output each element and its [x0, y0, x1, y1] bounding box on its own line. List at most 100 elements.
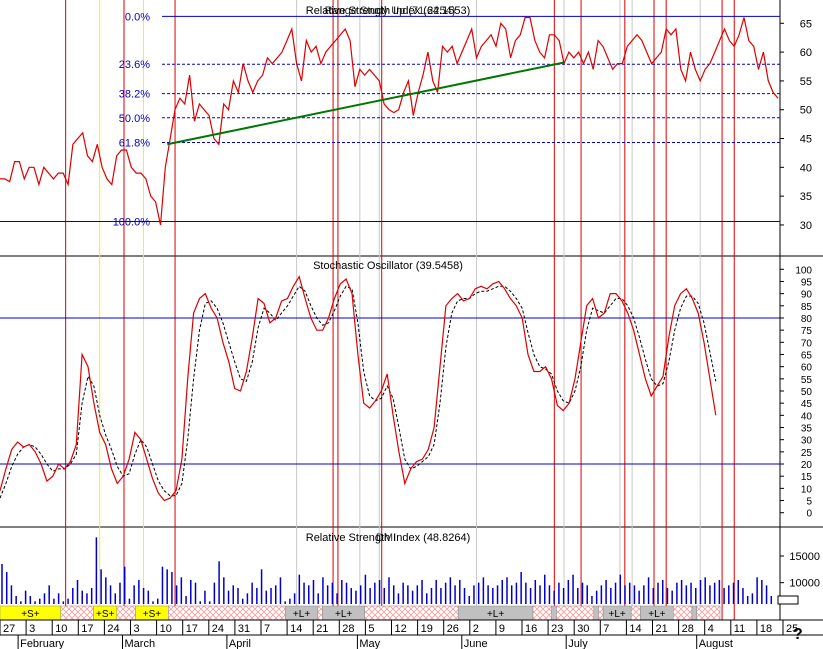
- signal-band-label: +L+: [487, 609, 504, 620]
- signal-band-hatch: [532, 605, 552, 621]
- y-tick-label: 60: [801, 363, 813, 374]
- y-tick-label: 80: [801, 314, 813, 325]
- signal-band-label: +L+: [335, 609, 352, 620]
- y-tick-label: 100: [795, 265, 812, 276]
- y-tick-label: 55: [800, 76, 812, 88]
- y-tick-label: 0: [806, 509, 812, 520]
- y-tick-label: 15: [801, 472, 813, 483]
- y-tick-label: 15000: [789, 551, 820, 563]
- x-tick-label: 24: [107, 623, 119, 635]
- fib-label: 61.8%: [119, 138, 150, 150]
- x-tick-label: 14: [629, 623, 641, 635]
- y-tick-label: 30: [800, 220, 812, 232]
- y-tick-label: 25: [801, 448, 813, 459]
- volume-panel-title: Relative Strength Index (48.8264): [306, 532, 471, 544]
- fib-label: 100.0%: [113, 216, 151, 228]
- x-tick-label: 2: [473, 623, 479, 635]
- volume-panel: 10000 15000 Relative Strength Index (48.82…: [1, 532, 820, 605]
- x-tick-label: 9: [499, 623, 505, 635]
- y-tick-label: 50: [801, 387, 813, 398]
- x-tick-label: 23: [551, 623, 563, 635]
- signal-band-hatch: [598, 605, 604, 621]
- month-label: March: [125, 638, 156, 649]
- month-label: April: [229, 638, 251, 649]
- scale-box: [777, 595, 799, 605]
- y-tick-label: 45: [801, 399, 813, 410]
- signal-band-hatch: [696, 605, 721, 621]
- x-tick-label: 7: [264, 623, 270, 635]
- y-tick-label: 90: [801, 290, 813, 301]
- signal-band-hatch: [116, 605, 136, 621]
- month-label: July: [568, 638, 588, 649]
- month-label: February: [20, 638, 65, 649]
- y-tick-label: 35: [800, 191, 812, 203]
- x-tick-label: 14: [290, 623, 302, 635]
- rsi-series-line: [0, 16, 779, 226]
- fib-label: 50.0%: [119, 113, 150, 125]
- signal-strip: +S+ +S+ +S+ +L+ +L+ +L+ +L+ +L+: [0, 605, 721, 621]
- signal-band-label: +L+: [648, 609, 665, 620]
- x-tick-label: 3: [134, 623, 140, 635]
- x-tick-label: 28: [342, 623, 354, 635]
- signal-band-label: +S+: [143, 609, 162, 620]
- y-tick-label: 50: [800, 105, 812, 117]
- x-tick-label: 28: [682, 623, 694, 635]
- signal-band-label: +S+: [96, 609, 115, 620]
- y-tick-label: 40: [801, 411, 813, 422]
- x-tick-label: 4: [708, 623, 714, 635]
- x-axis: 27 3 10 17 24 3 10 17 24 31 7 14 21 28 5 12 19 26 2 9 16 23 30…: [0, 619, 823, 649]
- y-tick-label: 75: [801, 326, 813, 337]
- signal-band-label: +L+: [609, 609, 626, 620]
- x-tick-label: 17: [81, 623, 93, 635]
- rsi-panel: 0.0% 23.6% 38.2% 50.0% 61.8% 100.0% 30 35 40 45 50…: [0, 5, 812, 232]
- signal-band-gray: [551, 605, 557, 621]
- y-tick-label: 40: [800, 162, 812, 174]
- signal-band-hatch: [556, 605, 595, 621]
- x-tick-label: 21: [316, 623, 328, 635]
- x-tick-label: 18: [760, 623, 772, 635]
- fib-label: 23.6%: [119, 59, 150, 71]
- y-tick-label: 5: [806, 497, 812, 508]
- x-tick-label: 10: [55, 623, 67, 635]
- y-tick-label: 60: [800, 47, 812, 59]
- help-icon[interactable]: ?: [793, 626, 803, 643]
- y-tick-label: 10000: [789, 578, 820, 590]
- y-tick-label: 30: [801, 436, 813, 447]
- x-tick-label: 16: [525, 623, 537, 635]
- fib-label: 0.0%: [125, 11, 150, 23]
- y-tick-label: 65: [800, 18, 812, 30]
- signal-band-gray: [593, 605, 599, 621]
- y-tick-label: 10: [801, 484, 813, 495]
- range-study-title: Range Study Up (71.2254): [325, 5, 456, 17]
- x-tick-label: 26: [447, 623, 459, 635]
- x-tick-label: 7: [603, 623, 609, 635]
- x-tick-label: 17: [186, 623, 198, 635]
- y-tick-label: 55: [801, 375, 813, 386]
- y-tick-label: 45: [800, 134, 812, 146]
- x-tick-label: 31: [238, 623, 250, 635]
- rsi-panel-title: Relative Strength Index (64.1553): [306, 5, 471, 17]
- x-tick-label: 11: [734, 623, 745, 635]
- x-tick-label: 21: [656, 623, 668, 635]
- signal-band-label: +L+: [293, 609, 310, 620]
- fib-label: 38.2%: [119, 89, 150, 101]
- dmi-overlay-title: DMI: [376, 532, 396, 544]
- x-tick-label: 27: [3, 623, 15, 635]
- signal-band-hatch: [317, 605, 323, 621]
- event-lines: [65, 0, 735, 620]
- signal-band-hatch: [630, 605, 641, 621]
- signal-band-hatch: [364, 605, 459, 621]
- y-tick-label: 35: [801, 424, 813, 435]
- signal-band-label: +S+: [21, 609, 40, 620]
- x-tick-label: 12: [395, 623, 407, 635]
- x-tick-label: 5: [368, 623, 374, 635]
- stochastic-panel-title: Stochastic Oscillator (39.5458): [313, 260, 463, 272]
- trendline: [167, 61, 565, 146]
- y-tick-label: 65: [801, 350, 813, 361]
- signal-band-hatch: [168, 605, 286, 621]
- y-tick-label: 95: [801, 277, 813, 288]
- x-tick-label: 3: [29, 623, 35, 635]
